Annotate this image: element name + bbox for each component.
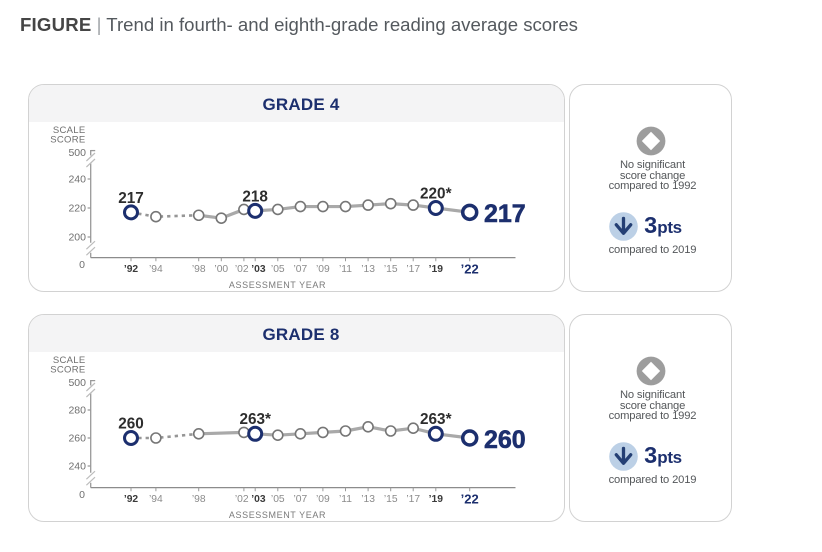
svg-text:217: 217 — [118, 190, 144, 207]
svg-text:’98: ’98 — [192, 494, 206, 505]
svg-text:’92: ’92 — [124, 264, 139, 275]
svg-text:’92: ’92 — [124, 494, 139, 505]
svg-text:’09: ’09 — [316, 264, 330, 275]
svg-text:’13: ’13 — [361, 494, 375, 505]
svg-text:’11: ’11 — [339, 494, 352, 505]
svg-text:’03: ’03 — [251, 494, 266, 505]
svg-text:263*: 263* — [420, 411, 452, 428]
svg-text:280: 280 — [68, 405, 86, 417]
svg-text:260: 260 — [484, 426, 526, 454]
svg-text:500: 500 — [68, 377, 86, 389]
svg-text:218: 218 — [242, 188, 268, 205]
svg-text:SCORE: SCORE — [50, 365, 85, 376]
svg-text:’17: ’17 — [406, 494, 420, 505]
svg-text:SCORE: SCORE — [50, 135, 85, 146]
svg-text:220: 220 — [68, 203, 86, 215]
svg-text:’02: ’02 — [235, 264, 249, 275]
svg-text:’19: ’19 — [429, 264, 444, 275]
svg-text:263*: 263* — [239, 411, 271, 428]
svg-text:200: 200 — [68, 232, 86, 244]
svg-text:260: 260 — [118, 415, 144, 432]
svg-text:240: 240 — [68, 174, 86, 186]
svg-text:’11: ’11 — [339, 264, 352, 275]
svg-text:SCALE: SCALE — [53, 125, 86, 136]
svg-text:ASSESSMENT YEAR: ASSESSMENT YEAR — [229, 510, 326, 520]
svg-text:’15: ’15 — [384, 264, 398, 275]
svg-text:’17: ’17 — [406, 264, 420, 275]
svg-text:ASSESSMENT YEAR: ASSESSMENT YEAR — [229, 280, 326, 290]
svg-text:’15: ’15 — [384, 494, 398, 505]
svg-text:220*: 220* — [420, 185, 452, 202]
svg-text:’98: ’98 — [192, 264, 206, 275]
svg-text:240: 240 — [68, 461, 86, 473]
svg-text:’22: ’22 — [461, 492, 479, 507]
svg-text:’19: ’19 — [429, 494, 444, 505]
svg-text:’94: ’94 — [149, 494, 163, 505]
svg-text:500: 500 — [68, 147, 86, 159]
svg-text:’07: ’07 — [294, 494, 308, 505]
svg-text:’07: ’07 — [294, 264, 308, 275]
svg-text:’09: ’09 — [316, 494, 330, 505]
svg-text:’94: ’94 — [149, 264, 163, 275]
svg-text:SCALE: SCALE — [53, 355, 86, 366]
svg-text:’13: ’13 — [361, 264, 375, 275]
svg-text:260: 260 — [68, 433, 86, 445]
svg-text:0: 0 — [79, 489, 85, 501]
svg-text:0: 0 — [79, 259, 85, 271]
svg-text:’22: ’22 — [461, 262, 479, 277]
svg-text:’05: ’05 — [271, 494, 285, 505]
svg-text:’00: ’00 — [214, 264, 228, 275]
svg-text:’03: ’03 — [251, 264, 266, 275]
svg-text:217: 217 — [484, 200, 526, 228]
svg-text:’05: ’05 — [271, 264, 285, 275]
svg-text:’02: ’02 — [235, 494, 249, 505]
